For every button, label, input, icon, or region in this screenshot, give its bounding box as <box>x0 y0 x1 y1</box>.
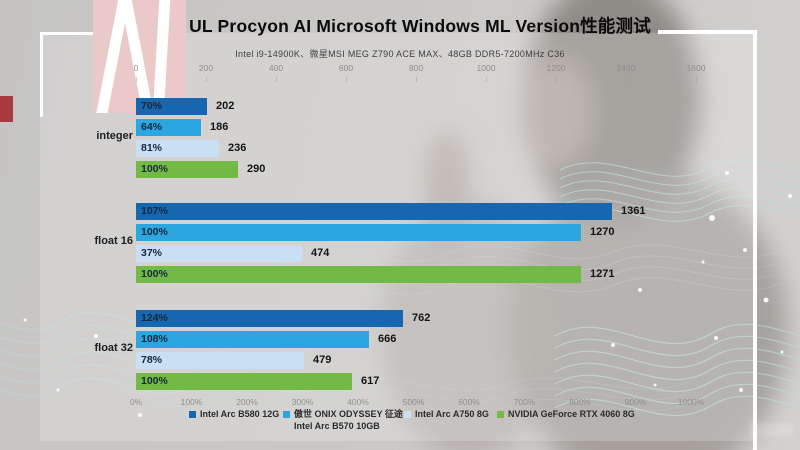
top-axis-tick-label: 800 <box>408 63 424 73</box>
legend-swatch <box>497 411 504 418</box>
ai-logo <box>93 0 186 124</box>
bar-value-label: 236 <box>228 142 247 154</box>
bar-percent-label: 81% <box>141 142 163 154</box>
legend-label: Intel Arc B580 12G <box>200 409 280 419</box>
bar: 108% <box>136 331 369 348</box>
bar-value-label: 1270 <box>590 226 615 238</box>
top-axis-tick-mark <box>486 77 487 82</box>
bottom-axis-tick-label: 0% <box>129 397 143 407</box>
top-axis-tick-mark <box>696 77 697 82</box>
bar: 64% <box>136 119 201 136</box>
bottom-axis-tick-label: 100% <box>180 397 203 407</box>
bar-percent-label: 78% <box>141 354 163 366</box>
bar-percent-label: 37% <box>141 247 163 259</box>
bar: 107% <box>136 203 612 220</box>
bar: 100% <box>136 224 581 241</box>
bar-percent-label: 100% <box>141 268 168 280</box>
legend-label: NVIDIA GeForce RTX 4060 8G <box>508 409 635 419</box>
frame-line-top-left <box>40 32 96 35</box>
bar-value-label: 666 <box>378 333 397 345</box>
top-axis-tick-label: 1000 <box>476 63 496 73</box>
page-subtitle: Intel i9-14900K、微星MSI MEG Z790 ACE MAX、4… <box>235 49 565 59</box>
bottom-axis-tick-label: 500% <box>402 397 425 407</box>
category-label: float 16 <box>94 235 133 247</box>
bar-value-label: 1361 <box>621 205 646 217</box>
bottom-axis-tick-label: 300% <box>291 397 314 407</box>
bar: 100% <box>136 266 581 283</box>
frame-line-left <box>40 32 43 117</box>
bar: 100% <box>136 161 238 178</box>
legend-item: Intel Arc B580 12G <box>189 408 279 420</box>
bottom-axis-tick-label: 800% <box>569 397 591 407</box>
top-axis-tick-label: 1400 <box>616 63 636 73</box>
top-axis-tick-label: 1600 <box>686 63 706 73</box>
top-axis-tick-label: 200 <box>198 63 214 73</box>
bar-percent-label: 108% <box>141 333 168 345</box>
top-axis-tick-label: 400 <box>268 63 284 73</box>
bottom-axis-tick-label: 900% <box>624 397 647 407</box>
bar: 70% <box>136 98 207 115</box>
legend-label: 傲世 ONIX ODYSSEY 征途 Intel Arc B570 10GB <box>294 409 403 431</box>
bar-value-label: 202 <box>216 100 235 112</box>
watermark <box>750 423 794 437</box>
category-label: float 32 <box>94 342 133 354</box>
bar-percent-label: 100% <box>141 375 168 387</box>
bottom-axis-tick-label: 200% <box>236 397 258 407</box>
legend-item: Intel Arc A750 8G <box>404 408 489 420</box>
frame-line-right <box>753 30 757 450</box>
bar: 37% <box>136 245 302 262</box>
bar-percent-label: 100% <box>141 226 168 238</box>
bar-percent-label: 64% <box>141 121 163 133</box>
top-axis-tick-mark <box>626 77 627 82</box>
bar-value-label: 474 <box>311 247 330 259</box>
bar-percent-label: 107% <box>141 205 168 217</box>
bar-value-label: 1271 <box>590 268 615 280</box>
particle-dots <box>23 171 792 417</box>
bar-value-label: 762 <box>412 312 431 324</box>
bottom-axis-tick-label: 1000% <box>677 397 705 407</box>
bar-value-label: 186 <box>210 121 229 133</box>
top-axis-tick-mark <box>416 77 417 82</box>
ai-logo-glyph <box>95 0 171 124</box>
bar-percent-label: 100% <box>141 163 168 175</box>
bar: 124% <box>136 310 403 327</box>
frame-line-top-right <box>658 30 757 34</box>
category-label: integer <box>96 130 133 142</box>
legend-item: 傲世 ONIX ODYSSEY 征途 Intel Arc B570 10GB <box>283 408 403 432</box>
bar-percent-label: 124% <box>141 312 168 324</box>
bar: 81% <box>136 140 219 157</box>
bar-percent-label: 70% <box>141 100 163 112</box>
page-title: UL Procyon AI Microsoft Windows ML Versi… <box>189 16 651 36</box>
top-axis-tick-label: 1200 <box>546 63 566 73</box>
legend-swatch <box>283 411 290 418</box>
bar-value-label: 290 <box>247 163 266 175</box>
top-axis-tick-mark <box>136 77 137 82</box>
bar-value-label: 617 <box>361 375 380 387</box>
bottom-axis-tick-label: 700% <box>513 397 536 407</box>
bar-value-label: 479 <box>313 354 332 366</box>
top-axis-tick-label: 600 <box>338 63 354 73</box>
top-axis-tick-mark <box>346 77 347 82</box>
top-axis-tick-label: 0 <box>133 63 139 73</box>
top-axis-tick-mark <box>556 77 557 82</box>
legend-swatch <box>189 411 196 418</box>
top-axis-tick-mark <box>276 77 277 82</box>
bar: 100% <box>136 373 352 390</box>
red-accent-chip <box>0 96 13 122</box>
legend-swatch <box>404 411 411 418</box>
bar: 78% <box>136 352 304 369</box>
bottom-axis-tick-label: 400% <box>347 397 369 407</box>
top-axis-tick-mark <box>206 77 207 82</box>
bottom-axis-tick-label: 600% <box>458 397 480 407</box>
legend-label: Intel Arc A750 8G <box>415 409 489 419</box>
legend-item: NVIDIA GeForce RTX 4060 8G <box>497 408 635 420</box>
